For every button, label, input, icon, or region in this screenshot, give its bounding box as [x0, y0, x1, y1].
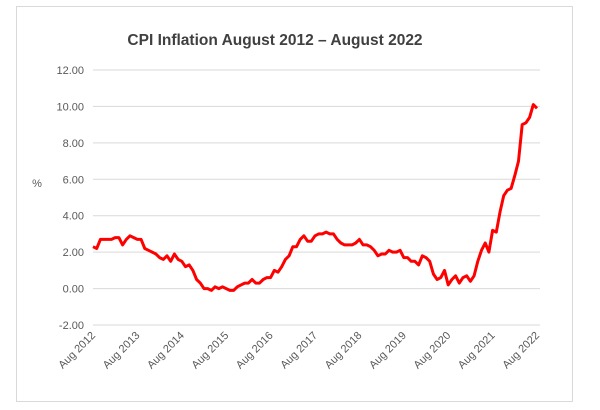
- y-tick-label: 6.00: [63, 174, 84, 186]
- y-tick-label: 12.00: [56, 65, 84, 77]
- y-tick-label: 8.00: [63, 138, 84, 150]
- x-tick-label: Aug 2022: [500, 330, 542, 372]
- chart-frame: [16, 6, 573, 402]
- y-tick-label: 4.00: [63, 211, 84, 223]
- y-tick-label: 10.00: [56, 101, 84, 113]
- x-tick-label: Aug 2015: [190, 330, 232, 372]
- y-tick-label: 2.00: [63, 247, 84, 259]
- y-tick-label: -2.00: [59, 320, 84, 332]
- y-axis-label: %: [32, 178, 42, 190]
- x-tick-label: Aug 2017: [278, 330, 320, 372]
- cpi-series-line: [92, 103, 539, 292]
- x-tick-label: Aug 2012: [56, 330, 98, 372]
- x-tick-label: Aug 2014: [145, 330, 187, 372]
- x-tick-label: Aug 2019: [367, 330, 409, 372]
- y-tick-label: 0.00: [63, 284, 84, 296]
- x-tick-label: Aug 2016: [234, 330, 276, 372]
- x-tick-label: Aug 2018: [323, 330, 365, 372]
- chart-title: CPI Inflation August 2012 – August 2022: [127, 32, 422, 49]
- x-tick-label: Aug 2013: [101, 330, 143, 372]
- x-tick-label: Aug 2020: [412, 330, 454, 372]
- x-tick-label: Aug 2021: [456, 330, 498, 372]
